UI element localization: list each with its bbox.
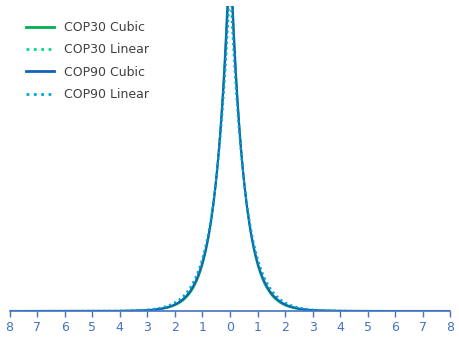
Line: COP90 Linear: COP90 Linear — [10, 0, 449, 311]
COP30 Linear — [369, 309, 374, 313]
COP30 Linear — [175, 300, 180, 304]
COP30 Linear — [293, 306, 298, 310]
COP90 Linear — [175, 299, 180, 303]
COP90 Linear — [335, 309, 341, 313]
Line: COP30 Cubic: COP30 Cubic — [10, 0, 449, 311]
COP90 Linear — [7, 309, 12, 313]
COP90 Cubic — [7, 309, 12, 313]
Line: COP30 Linear: COP30 Linear — [10, 0, 449, 311]
Line: COP90 Cubic: COP90 Cubic — [10, 0, 449, 311]
COP30 Linear — [7, 309, 12, 313]
COP90 Cubic — [271, 294, 276, 299]
COP30 Cubic — [175, 302, 180, 306]
COP30 Cubic — [87, 309, 92, 313]
COP90 Linear — [447, 309, 452, 313]
COP30 Cubic — [335, 309, 341, 313]
COP90 Cubic — [87, 309, 92, 313]
COP90 Cubic — [293, 306, 298, 310]
Legend: COP30 Cubic, COP30 Linear, COP90 Cubic, COP90 Linear: COP30 Cubic, COP30 Linear, COP90 Cubic, … — [20, 15, 155, 107]
COP90 Linear — [369, 309, 374, 313]
COP30 Cubic — [447, 309, 452, 313]
COP30 Cubic — [7, 309, 12, 313]
COP30 Cubic — [293, 306, 298, 310]
COP90 Cubic — [175, 301, 180, 305]
COP30 Cubic — [369, 309, 374, 313]
COP90 Cubic — [447, 309, 452, 313]
COP30 Linear — [335, 309, 341, 313]
COP90 Linear — [87, 309, 92, 313]
COP90 Cubic — [369, 309, 374, 313]
COP30 Linear — [271, 293, 276, 297]
COP90 Cubic — [335, 309, 341, 313]
COP30 Cubic — [271, 295, 276, 300]
COP30 Linear — [87, 309, 92, 313]
COP30 Linear — [447, 309, 452, 313]
COP90 Linear — [271, 291, 276, 295]
COP90 Linear — [293, 305, 298, 309]
